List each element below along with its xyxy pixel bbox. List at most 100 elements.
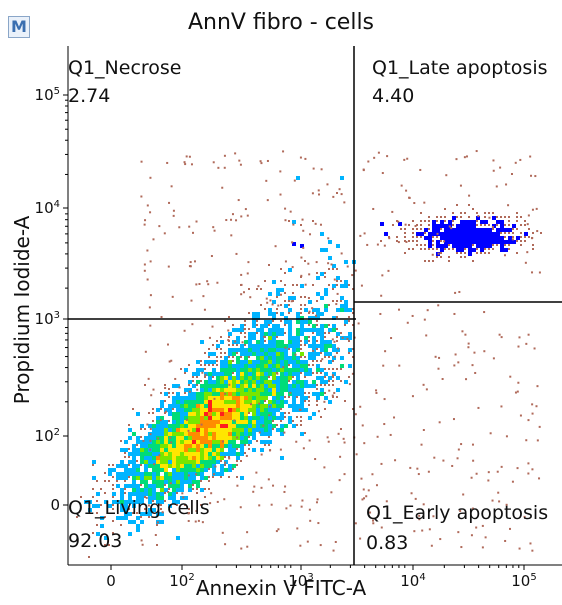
outlier-dot bbox=[227, 339, 230, 342]
outlier-dot bbox=[220, 356, 222, 358]
density-cell bbox=[240, 396, 244, 400]
outlier-dot bbox=[301, 499, 304, 502]
density-cell bbox=[280, 424, 284, 428]
outlier-dot bbox=[316, 320, 318, 322]
density-cell bbox=[228, 364, 232, 368]
density-cell bbox=[148, 476, 152, 480]
density-cell bbox=[440, 248, 444, 252]
density-cell bbox=[288, 340, 292, 344]
density-cell bbox=[288, 268, 292, 272]
outlier-dot bbox=[180, 368, 182, 370]
density-cell bbox=[108, 504, 112, 508]
density-cell bbox=[196, 416, 200, 420]
density-cell bbox=[192, 452, 196, 456]
density-cell bbox=[176, 488, 180, 492]
density-cell bbox=[228, 392, 232, 396]
outlier-dot bbox=[340, 193, 343, 196]
outlier-dot bbox=[442, 459, 445, 462]
outlier-dot bbox=[321, 358, 324, 361]
density-cell bbox=[340, 176, 344, 180]
outlier-dot bbox=[234, 152, 237, 155]
density-cell bbox=[284, 368, 288, 372]
density-cell bbox=[256, 388, 260, 392]
outlier-dot bbox=[516, 216, 518, 218]
density-cell bbox=[252, 368, 256, 372]
density-cell bbox=[212, 444, 216, 448]
density-cell bbox=[208, 456, 212, 460]
outlier-dot bbox=[300, 505, 303, 508]
outlier-dot bbox=[284, 284, 286, 286]
density-cell bbox=[244, 440, 248, 444]
density-cell bbox=[192, 392, 196, 396]
outlier-dot bbox=[416, 240, 418, 242]
density-cell bbox=[208, 448, 212, 452]
density-cell bbox=[208, 424, 212, 428]
density-cell bbox=[144, 472, 148, 476]
density-cell bbox=[248, 440, 252, 444]
outlier-dot bbox=[182, 496, 185, 499]
density-cell bbox=[316, 312, 320, 316]
density-cell bbox=[236, 424, 240, 428]
outlier-dot bbox=[223, 166, 226, 169]
density-cell bbox=[200, 464, 204, 468]
density-cell bbox=[172, 396, 176, 400]
outlier-dot bbox=[472, 459, 475, 462]
density-cell bbox=[232, 396, 236, 400]
density-cell bbox=[288, 296, 292, 300]
density-cell bbox=[464, 220, 468, 224]
density-cell bbox=[292, 360, 296, 364]
density-cell bbox=[216, 372, 220, 376]
density-cell bbox=[132, 520, 136, 524]
density-cell bbox=[228, 400, 232, 404]
density-cell bbox=[272, 324, 276, 328]
density-cell bbox=[184, 432, 188, 436]
density-cell bbox=[452, 232, 456, 236]
outlier-dot bbox=[253, 485, 256, 488]
density-cell bbox=[308, 320, 312, 324]
density-cell bbox=[496, 220, 500, 224]
density-cell bbox=[204, 452, 208, 456]
density-cell bbox=[328, 360, 332, 364]
outlier-dot bbox=[316, 340, 318, 342]
outlier-dot bbox=[500, 336, 503, 339]
outlier-dot bbox=[379, 312, 382, 315]
density-cell bbox=[284, 376, 288, 380]
density-cell bbox=[236, 432, 240, 436]
density-cell bbox=[128, 472, 132, 476]
outlier-dot bbox=[524, 236, 526, 238]
density-cell bbox=[248, 340, 252, 344]
density-cell bbox=[300, 400, 304, 404]
outlier-dot bbox=[237, 199, 240, 202]
outlier-dot bbox=[232, 372, 234, 374]
outlier-dot bbox=[409, 466, 412, 469]
outlier-dot bbox=[420, 220, 422, 222]
outlier-dot bbox=[338, 479, 341, 482]
outlier-dot bbox=[268, 376, 270, 378]
outlier-dot bbox=[238, 159, 241, 162]
density-cell bbox=[148, 484, 152, 488]
density-cell bbox=[244, 420, 248, 424]
density-cell bbox=[398, 222, 402, 226]
density-cell bbox=[320, 340, 324, 344]
density-cell bbox=[200, 392, 204, 396]
density-cell bbox=[252, 388, 256, 392]
density-cell bbox=[328, 328, 332, 332]
density-cell bbox=[216, 416, 220, 420]
outlier-dot bbox=[124, 492, 126, 494]
density-cell bbox=[156, 512, 160, 516]
density-cell bbox=[300, 432, 304, 436]
outlier-dot bbox=[385, 500, 388, 503]
outlier-dot bbox=[328, 356, 330, 358]
outlier-dot bbox=[375, 391, 378, 394]
density-cell bbox=[172, 404, 176, 408]
density-cell bbox=[508, 228, 512, 232]
density-cell bbox=[248, 344, 252, 348]
outlier-dot bbox=[149, 439, 152, 442]
outlier-dot bbox=[383, 423, 386, 426]
density-cell bbox=[224, 444, 228, 448]
outlier-dot bbox=[96, 512, 98, 514]
density-cell bbox=[180, 416, 184, 420]
outlier-dot bbox=[436, 256, 438, 258]
outlier-dot bbox=[324, 336, 326, 338]
outlier-dot bbox=[540, 232, 542, 234]
